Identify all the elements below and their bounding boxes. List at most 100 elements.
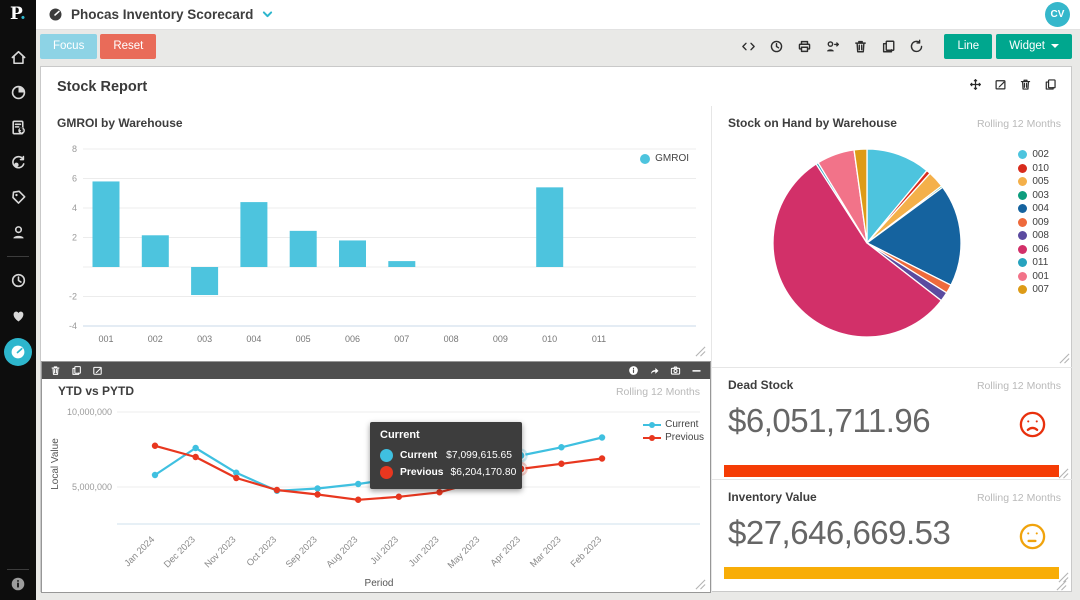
gmroi-bar-chart[interactable]: 8 6 4 2 -2 -4 001 002 003 004 005 006 007 008 009 010 01… bbox=[41, 141, 711, 353]
dead-stock-value: $6,051,711.96 bbox=[728, 402, 931, 439]
chevron-down-icon[interactable] bbox=[261, 8, 274, 21]
pie-legend-item[interactable]: 010 bbox=[1018, 162, 1049, 176]
edit-icon[interactable] bbox=[92, 365, 103, 376]
legend-label: 007 bbox=[1032, 284, 1049, 296]
app-header: Phocas Inventory Scorecard CV bbox=[36, 0, 1080, 30]
pie-legend-item[interactable]: 005 bbox=[1018, 175, 1049, 189]
info-icon[interactable] bbox=[628, 365, 639, 376]
rebates-icon[interactable] bbox=[10, 154, 27, 171]
tooltip-previous-label: Previous bbox=[400, 467, 444, 478]
resize-grip[interactable] bbox=[1059, 351, 1070, 364]
pie-legend-item[interactable]: 006 bbox=[1018, 243, 1049, 257]
caret-down-icon bbox=[1051, 44, 1059, 48]
svg-text:009: 009 bbox=[493, 334, 508, 344]
report-title: Stock Report bbox=[57, 79, 148, 95]
line-legend-item[interactable]: Previous bbox=[643, 431, 704, 444]
svg-text:010: 010 bbox=[542, 334, 557, 344]
svg-text:002: 002 bbox=[148, 334, 163, 344]
inventory-bar bbox=[724, 567, 1059, 579]
trash-icon[interactable] bbox=[1019, 78, 1032, 91]
financial-statements-icon[interactable] bbox=[10, 119, 27, 136]
inventory-title: Inventory Value bbox=[728, 490, 817, 504]
pie-legend-item[interactable]: 009 bbox=[1018, 216, 1049, 230]
tooltip-current-value: $7,099,615.65 bbox=[446, 450, 512, 461]
trash-icon[interactable] bbox=[853, 39, 868, 54]
resize-grip[interactable] bbox=[695, 344, 706, 357]
print-icon[interactable] bbox=[797, 39, 812, 54]
copy-icon[interactable] bbox=[1044, 78, 1057, 91]
copy-icon[interactable] bbox=[881, 39, 896, 54]
user-share-icon[interactable] bbox=[825, 39, 840, 54]
pie-legend-item[interactable]: 004 bbox=[1018, 202, 1049, 216]
svg-text:Dec 2023: Dec 2023 bbox=[162, 534, 197, 569]
widget-toolbar-left bbox=[50, 365, 113, 376]
svg-text:-2: -2 bbox=[69, 292, 77, 302]
trash-icon[interactable] bbox=[50, 365, 61, 376]
pie-legend-item[interactable]: 002 bbox=[1018, 148, 1049, 162]
phocas-logo[interactable]: P. bbox=[10, 4, 26, 24]
pie-legend-item[interactable]: 008 bbox=[1018, 229, 1049, 243]
line-button[interactable]: Line bbox=[944, 33, 993, 59]
dashboard-title[interactable]: Phocas Inventory Scorecard bbox=[71, 7, 254, 22]
svg-text:Feb 2023: Feb 2023 bbox=[569, 534, 604, 569]
pricing-icon[interactable] bbox=[10, 189, 27, 206]
pie-legend-item[interactable]: 011 bbox=[1018, 256, 1049, 270]
line-legend-item[interactable]: Current bbox=[643, 418, 704, 431]
svg-text:Oct 2023: Oct 2023 bbox=[245, 534, 279, 568]
legend-label: GMROI bbox=[655, 153, 689, 164]
svg-text:Nov 2023: Nov 2023 bbox=[202, 534, 237, 569]
reset-button[interactable]: Reset bbox=[100, 33, 157, 59]
svg-text:003: 003 bbox=[197, 334, 212, 344]
svg-text:007: 007 bbox=[394, 334, 409, 344]
widget-toolbar bbox=[42, 362, 710, 379]
resize-grip[interactable] bbox=[1056, 578, 1067, 591]
home-icon[interactable] bbox=[10, 49, 27, 66]
gmroi-widget: GMROI by Warehouse 8 6 4 2 -2 -4 001 002 003 004 0… bbox=[41, 106, 711, 361]
pie-legend-item[interactable]: 001 bbox=[1018, 270, 1049, 284]
resize-grip[interactable] bbox=[695, 577, 706, 590]
pie-legend-item[interactable]: 007 bbox=[1018, 283, 1049, 297]
analytics-icon[interactable] bbox=[10, 84, 27, 101]
toolbar-icons bbox=[741, 39, 924, 54]
share-icon[interactable] bbox=[649, 365, 660, 376]
stock-pie-chart[interactable] bbox=[712, 130, 1073, 365]
sidebar-nav-secondary bbox=[10, 263, 27, 333]
history-icon[interactable] bbox=[769, 39, 784, 54]
svg-text:Jun 2023: Jun 2023 bbox=[407, 534, 441, 568]
edit-icon[interactable] bbox=[994, 78, 1007, 91]
refresh-icon[interactable] bbox=[909, 39, 924, 54]
gmroi-legend-item[interactable]: GMROI bbox=[640, 153, 689, 164]
ytd-line-chart[interactable]: 10,000,000 5,000,000 Jan 2024 Dec 2023 Nov 2… bbox=[42, 398, 710, 590]
resize-grip[interactable] bbox=[1058, 570, 1069, 583]
legend-dot bbox=[640, 153, 651, 164]
tooltip-current-dot bbox=[380, 449, 393, 462]
dead-stock-widget: Dead Stock Rolling 12 Months $6,051,711.… bbox=[711, 367, 1073, 479]
inventory-value-widget: Inventory Value Rolling 12 Months $27,64… bbox=[711, 479, 1073, 593]
line-legend: Current Previous bbox=[643, 418, 704, 444]
recent-icon[interactable] bbox=[10, 272, 27, 289]
legend-label: Previous bbox=[665, 432, 704, 443]
legend-label: 005 bbox=[1032, 176, 1049, 188]
camera-icon[interactable] bbox=[670, 365, 681, 376]
widget-button[interactable]: Widget bbox=[996, 33, 1072, 59]
favorites-icon[interactable] bbox=[10, 307, 27, 324]
stock-on-hand-widget: Stock on Hand by Warehouse Rolling 12 Mo… bbox=[711, 106, 1073, 367]
move-icon[interactable] bbox=[969, 78, 982, 91]
pie-legend-item[interactable]: 003 bbox=[1018, 189, 1049, 203]
legend-dot bbox=[1018, 271, 1028, 281]
customers-icon[interactable] bbox=[10, 224, 27, 241]
sidebar-divider bbox=[7, 256, 29, 257]
legend-label: 003 bbox=[1032, 189, 1049, 201]
sidebar-footer bbox=[7, 563, 29, 592]
avatar[interactable]: CV bbox=[1045, 2, 1070, 27]
chart-tooltip: Current Current $7,099,615.65 Previous $… bbox=[370, 422, 522, 489]
info-icon[interactable] bbox=[10, 576, 26, 592]
legend-label: 011 bbox=[1032, 257, 1049, 269]
resize-grip[interactable] bbox=[1058, 466, 1069, 479]
minimize-icon[interactable] bbox=[691, 365, 702, 376]
copy-icon[interactable] bbox=[71, 365, 82, 376]
focus-button[interactable]: Focus bbox=[40, 33, 98, 59]
sidebar-item-dashboards[interactable] bbox=[4, 338, 32, 366]
code-icon[interactable] bbox=[741, 39, 756, 54]
pie-title: Stock on Hand by Warehouse bbox=[728, 116, 897, 130]
